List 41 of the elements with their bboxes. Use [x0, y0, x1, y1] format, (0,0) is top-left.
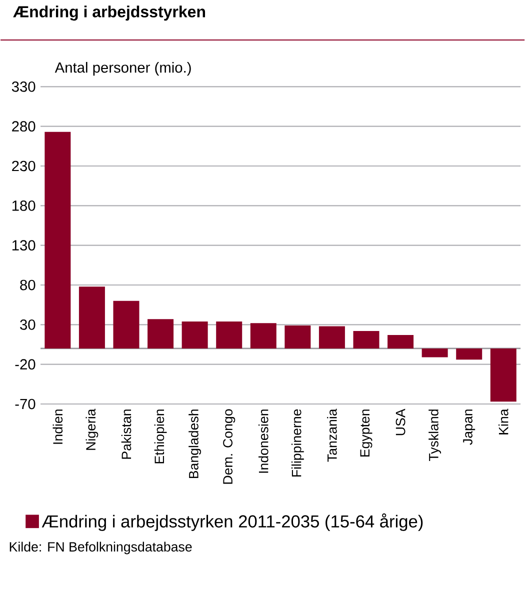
y-tick-label: 30	[20, 320, 36, 330]
y-tick-label: 280	[12, 121, 36, 132]
x-tick-label: Egypten	[360, 410, 372, 457]
text: Kilde: FN Befolkningsdatabase	[10, 542, 192, 554]
x-tick-label: Dem. Congo	[223, 409, 236, 484]
bar	[422, 348, 448, 358]
x-tick-label: Tanzania	[327, 408, 337, 462]
x-tick-label: Indien	[52, 410, 63, 444]
bar	[490, 348, 516, 402]
bar	[113, 300, 140, 348]
x-tick-label: Ethiopien	[154, 410, 167, 464]
bar	[353, 331, 380, 348]
bar	[250, 323, 276, 348]
x-tick-label: Bangladesh	[188, 410, 201, 478]
y-tick-label: -70	[15, 398, 36, 410]
x-tick-label: Indonesien	[258, 410, 268, 473]
x-tick-label: Kina	[498, 408, 508, 434]
bar	[284, 325, 311, 348]
y-tick-label: 130	[12, 240, 36, 251]
y-tick-label: 180	[12, 200, 36, 211]
bar	[148, 319, 174, 348]
bar	[44, 132, 71, 348]
y-axis-title: Antal personer (mio.)	[54, 62, 191, 76]
bar	[318, 326, 345, 348]
x-tick-label: Nigeria	[86, 408, 98, 450]
y-tick-label: 230	[12, 160, 36, 172]
x-tick-label: Pakistan	[121, 410, 132, 459]
bar	[388, 334, 414, 348]
y-tick-label: 330	[12, 82, 36, 92]
x-tick-label: Japan	[463, 410, 476, 445]
bar	[78, 286, 105, 348]
y-tick-label: -20	[15, 359, 36, 370]
bar	[456, 348, 482, 360]
y-tick-label: 80	[20, 280, 36, 290]
bar	[182, 322, 208, 348]
bar	[216, 322, 242, 348]
legend-label: Ændring i arbejdsstyrken 2011-2035 (15-64 årige)	[42, 513, 423, 531]
x-tick-label: Tyskland	[428, 410, 441, 462]
chart-title: Ændring i arbejdsstyrken	[13, 6, 205, 21]
x-tick-label: USA	[396, 408, 406, 436]
x-tick-label: Filippinerne	[291, 409, 304, 477]
